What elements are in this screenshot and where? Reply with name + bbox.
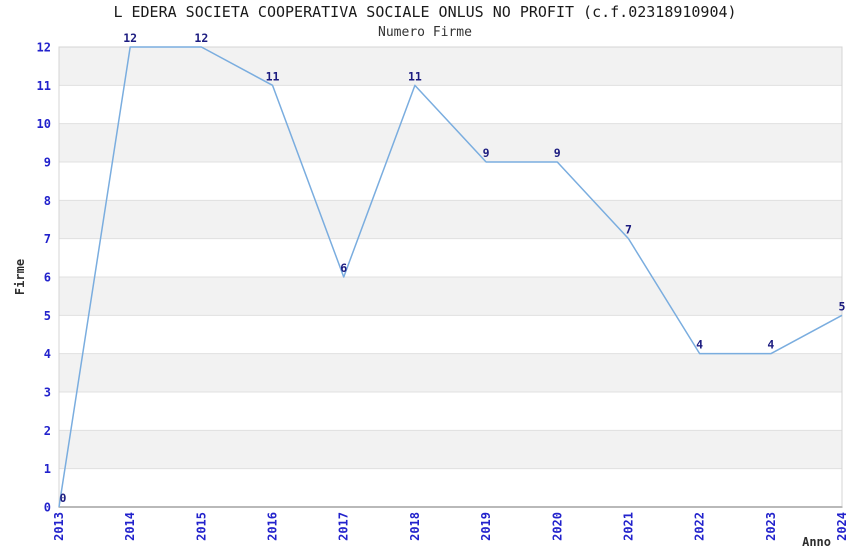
y-tick-label: 10 xyxy=(37,117,51,131)
y-tick-label: 0 xyxy=(44,501,51,515)
data-label: 11 xyxy=(408,69,422,83)
data-label: 11 xyxy=(266,69,280,83)
plot-band xyxy=(59,277,842,316)
data-label: 0 xyxy=(60,491,67,505)
y-tick-label: 6 xyxy=(44,271,51,285)
plot-band xyxy=(59,430,842,469)
data-label: 9 xyxy=(554,146,561,160)
y-tick-label: 8 xyxy=(44,194,51,208)
plot-band xyxy=(59,200,842,239)
x-tick-label: 2020 xyxy=(550,512,564,541)
y-axis-title: Firme xyxy=(13,259,27,295)
x-tick-label: 2014 xyxy=(123,512,137,541)
plot-band xyxy=(59,353,842,392)
x-tick-label: 2016 xyxy=(266,512,280,541)
x-tick-label: 2018 xyxy=(408,512,422,541)
y-tick-label: 9 xyxy=(44,156,51,170)
data-label: 4 xyxy=(696,338,703,352)
data-label: 12 xyxy=(194,31,208,45)
y-tick-label: 2 xyxy=(44,424,51,438)
y-tick-label: 5 xyxy=(44,309,51,323)
plot-band xyxy=(59,123,842,162)
data-label: 9 xyxy=(483,146,490,160)
data-label: 12 xyxy=(123,31,137,45)
y-tick-label: 3 xyxy=(44,386,51,400)
data-label: 5 xyxy=(839,299,846,313)
chart-subtitle: Numero Firme xyxy=(378,25,472,40)
x-tick-label: 2019 xyxy=(479,512,493,541)
y-tick-label: 12 xyxy=(37,41,51,55)
series-line xyxy=(58,46,843,508)
plot-band xyxy=(59,47,842,86)
data-label: 4 xyxy=(767,338,774,352)
x-tick-label: 2023 xyxy=(764,512,778,541)
x-tick-label: 2024 xyxy=(835,512,849,541)
data-label: 7 xyxy=(625,223,632,237)
x-tick-label: 2022 xyxy=(693,512,707,541)
x-tick-label: 2017 xyxy=(337,512,351,541)
y-tick-label: 4 xyxy=(44,347,51,361)
x-tick-label: 2021 xyxy=(621,512,635,541)
x-tick-label: 2013 xyxy=(52,512,66,541)
y-tick-label: 1 xyxy=(44,462,51,476)
chart-title: L EDERA SOCIETA COOPERATIVA SOCIALE ONLU… xyxy=(113,3,737,21)
y-tick-label: 11 xyxy=(37,79,51,93)
x-tick-label: 2015 xyxy=(194,512,208,541)
y-tick-label: 7 xyxy=(44,232,51,246)
data-label: 6 xyxy=(340,261,347,275)
x-axis-title: Anno xyxy=(802,535,831,549)
